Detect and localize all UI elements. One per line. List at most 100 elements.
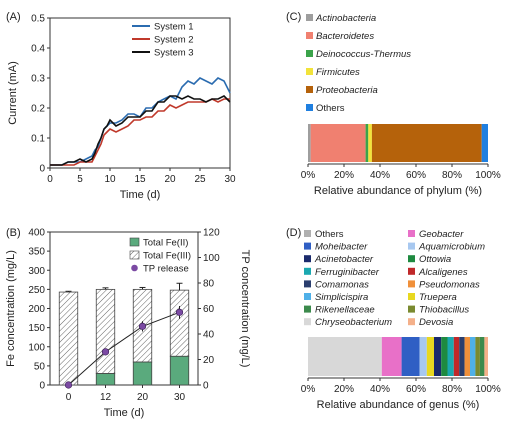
x-tick-label: 60% xyxy=(406,384,426,395)
legend-swatch xyxy=(304,280,311,288)
x-tick-label: 20 xyxy=(137,392,149,403)
x-tick-label: 40% xyxy=(370,384,390,395)
legend-swatch xyxy=(306,32,313,39)
stack-segment xyxy=(481,124,488,162)
y-tick-label: 200 xyxy=(28,304,45,315)
legend-swatch xyxy=(306,104,313,111)
y2-tick-label: 100 xyxy=(203,253,220,264)
y-tick-label: 250 xyxy=(28,285,45,296)
x-tick-label: 20 xyxy=(164,174,176,185)
legend-label: Simplicispira xyxy=(315,292,368,303)
x-tick-label: 80% xyxy=(442,170,462,181)
stack-segment xyxy=(475,337,480,376)
tp-release-point xyxy=(175,308,184,316)
stack-segment xyxy=(365,124,369,162)
legend-swatch xyxy=(306,50,313,57)
x-axis-label: Relative abundance of phylum (%) xyxy=(314,185,482,197)
x-tick-label: 30 xyxy=(224,174,236,185)
y2-tick-label: 120 xyxy=(203,228,220,239)
series-line-2 xyxy=(50,98,230,166)
y2-tick-label: 80 xyxy=(203,279,215,290)
legend-swatch xyxy=(306,14,313,21)
legend-swatch xyxy=(304,293,311,300)
y-tick-label: 0.5 xyxy=(31,14,45,25)
legend-swatch xyxy=(408,255,415,263)
x-axis-label: Time (d) xyxy=(104,407,145,419)
legend-label: Devosia xyxy=(419,317,453,328)
legend-label: Comamonas xyxy=(315,279,369,290)
y-tick-label: 350 xyxy=(28,247,45,258)
x-tick-label: 0% xyxy=(301,384,316,395)
legend-label: Chryseobacterium xyxy=(315,317,392,328)
legend-swatch xyxy=(408,242,415,250)
stack-segment xyxy=(484,337,488,376)
x-tick-label: 10 xyxy=(104,174,116,185)
x-tick-label: 15 xyxy=(134,174,146,185)
stack-segment xyxy=(441,337,448,376)
stack-segment xyxy=(447,337,454,376)
y-tick-label: 150 xyxy=(28,323,45,334)
legend-label: Thiobacillus xyxy=(419,305,469,316)
plot-frame-a xyxy=(49,17,231,169)
tp-release-point xyxy=(138,322,147,330)
x-tick-label: 100% xyxy=(475,170,501,181)
legend-swatch xyxy=(131,264,138,272)
panel-c: (C) Actinobacteria Bacteroidetes Deinococcu… xyxy=(286,11,501,197)
legend-swatch xyxy=(129,237,140,247)
panel-a: (A) 0 5 10 15 20 25 30 0 0.1 0.2 0.3 0.4 0.5 Time (d) C… xyxy=(6,11,236,201)
panel-label-c: (C) xyxy=(286,11,301,23)
legend-label: System 3 xyxy=(154,48,194,59)
panel-d: (D) Others Geobacter Moheibacter Aquamicrobi… xyxy=(286,227,501,411)
legend-swatch xyxy=(304,230,311,237)
legend-swatch xyxy=(304,242,311,250)
x-tick-label: 20% xyxy=(334,170,354,181)
x-tick-label: 0 xyxy=(66,392,72,403)
y-tick-label: 300 xyxy=(28,266,45,277)
y-axis-label: Fe concentration (mg/L) xyxy=(5,250,17,367)
tp-release-point xyxy=(101,348,110,356)
legend-swatch xyxy=(408,305,415,313)
y2-tick-label: 20 xyxy=(203,355,215,366)
y2-tick-label: 0 xyxy=(203,381,209,392)
legend-label: Ferruginibacter xyxy=(315,267,380,278)
panel-label-d: (D) xyxy=(286,227,301,239)
x-tick-label: 80% xyxy=(442,384,462,395)
y-tick-label: 0.4 xyxy=(31,44,45,55)
legend-swatch xyxy=(304,318,311,326)
stack-segment xyxy=(308,124,311,162)
legend-swatch xyxy=(129,250,140,260)
legend-swatch xyxy=(408,318,415,326)
y-tick-label: 100 xyxy=(28,342,45,353)
x-tick-label: 40% xyxy=(370,170,390,181)
legend-label: Ottowia xyxy=(419,254,451,265)
legend-label: Bacteroidetes xyxy=(316,31,374,42)
stack-segment xyxy=(459,337,465,376)
x-tick-label: 60% xyxy=(406,170,426,181)
legend-label: Deinococcus-Thermus xyxy=(316,49,411,60)
legend-swatch xyxy=(408,267,415,275)
y-tick-label: 50 xyxy=(34,361,46,372)
stack-segment xyxy=(453,337,460,376)
stack-segment xyxy=(308,337,382,376)
y-tick-label: 400 xyxy=(28,228,45,239)
x-tick-label: 5 xyxy=(77,174,83,185)
legend-swatch xyxy=(304,267,311,275)
legend-label: Moheibacter xyxy=(315,242,368,253)
stack-segment xyxy=(434,337,442,376)
stack-segment xyxy=(368,124,372,162)
y2-axis-label: TP concentration (mg/L) xyxy=(239,250,251,368)
legend-swatch xyxy=(304,255,311,263)
legend-label: Rikenellaceae xyxy=(315,305,375,316)
legend-label: Others xyxy=(316,103,345,114)
stack-segment xyxy=(464,337,470,376)
x-axis-label: Time (d) xyxy=(120,189,161,201)
series-line-1 xyxy=(50,77,231,166)
x-tick-label: 20% xyxy=(334,384,354,395)
legend-label: Aquamicrobium xyxy=(418,242,485,253)
y-tick-label: 0 xyxy=(39,381,45,392)
bar-fe-ii xyxy=(169,355,190,386)
legend-swatch xyxy=(408,293,415,300)
stack-segment xyxy=(371,124,482,162)
bar-fe-iii xyxy=(58,291,79,386)
